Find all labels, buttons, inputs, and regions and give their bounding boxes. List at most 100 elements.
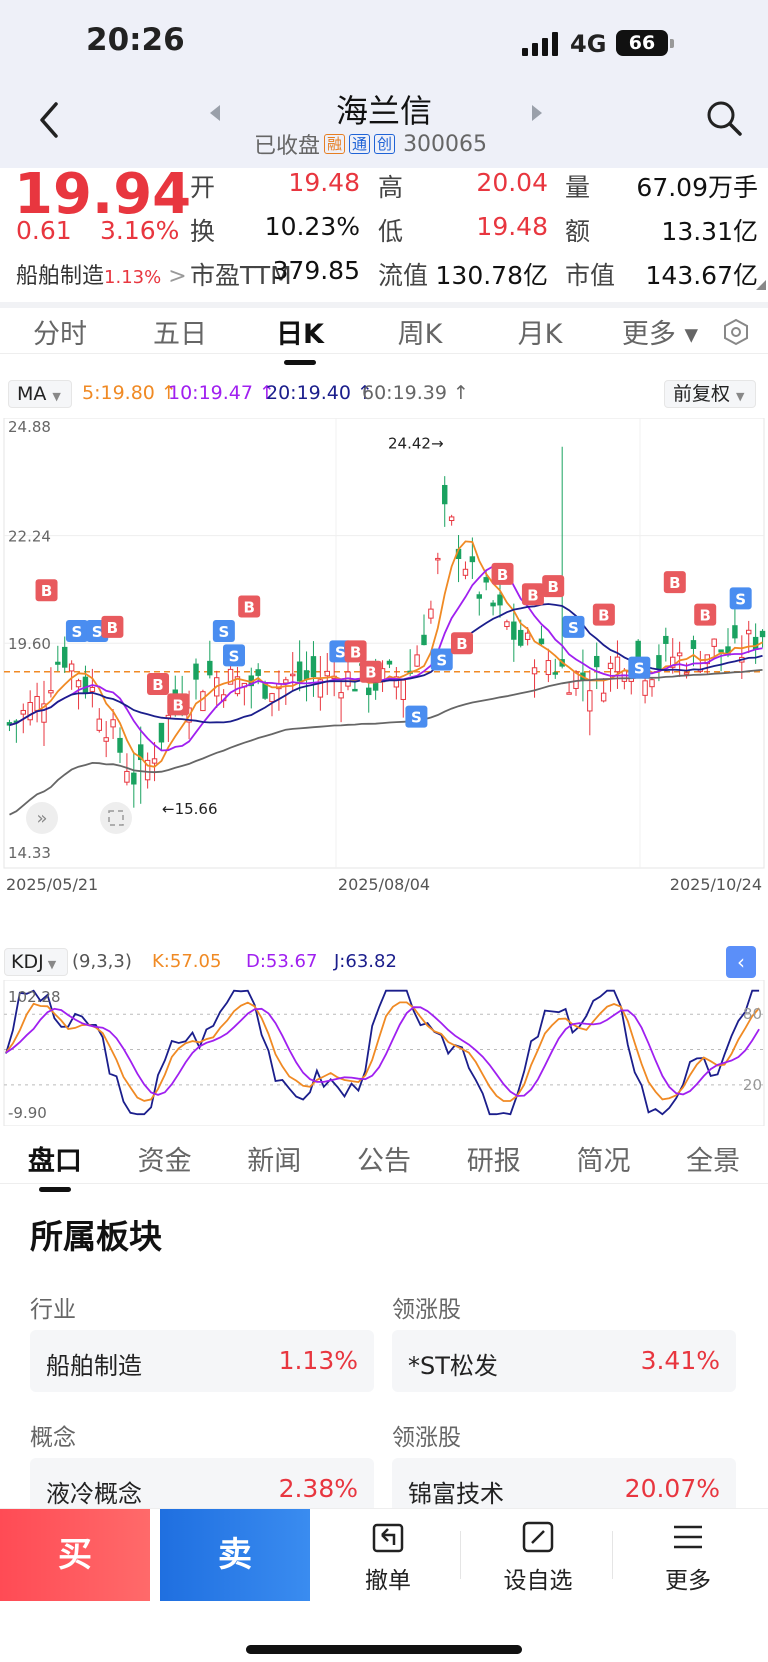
block-label: 领涨股 [392,1297,461,1323]
tag-gem: 创 [374,134,396,154]
quote-field-value: 19.48 [476,212,548,241]
quote-field-value: 10.23% [264,212,360,241]
candle-body [96,718,102,731]
candle-body [421,634,427,646]
cancel-order-icon [372,1523,404,1553]
expand-corner-icon[interactable] [756,280,766,290]
more-button[interactable]: 更多 [628,1519,748,1595]
sector-card[interactable]: 船舶制造 1.13% [30,1330,374,1392]
chart-settings-icon[interactable] [722,318,750,350]
battery-level: 66 [628,32,656,54]
adjust-select[interactable]: 前复权 ▼ [664,380,756,408]
marker-label: S [735,590,746,608]
candle-body [635,640,641,660]
sector-pct: 1.13% [104,267,162,288]
candle-body [497,594,503,606]
ma20-value: 20:19.40 ↑ [266,382,373,404]
battery-icon: 66 [616,30,668,56]
bottom-toolbar: 买 卖 撤单 设自选 更多 [0,1508,768,1662]
info-tab[interactable]: 资金 [137,1146,192,1177]
chart-tab[interactable]: 周K [397,319,443,350]
candle-body [310,656,317,678]
candle-body [566,692,572,695]
status-bar: 20:26 4G 66 [0,0,768,90]
quote-field-value: 20.04 [476,168,548,197]
next-stock-icon[interactable] [530,104,544,126]
info-tab[interactable]: 盘口 [0,1139,110,1192]
candle-body [649,679,655,688]
indicator-select[interactable]: MA ▼ [8,380,72,408]
low-annotation: ←15.66 [162,800,218,818]
buy-marker [663,571,686,594]
sell-marker [430,648,453,671]
chart-tab[interactable]: 五日 [153,319,207,350]
candle-body [227,668,234,685]
candle-body [759,630,766,638]
candle-body [476,594,482,599]
more-label: 更多 [665,1568,711,1594]
sector-card-pct: 3.41% [640,1346,720,1375]
y-tick-label: 24.88 [8,418,51,436]
quote-field-label: 高 [378,173,404,202]
candle-body [68,663,75,672]
candle-body [110,719,116,728]
buy-marker [542,575,565,598]
candle-body [414,654,420,667]
marker-label: S [634,660,645,678]
market-status: 已收盘 [254,134,321,159]
info-tab[interactable]: 研报 [466,1146,521,1177]
quote-field-label: 量 [565,173,591,202]
network-label: 4G [570,30,607,58]
buy-marker [592,603,615,626]
kdj-right-tick: 20 [743,1076,762,1094]
sector-card-name: 液冷概念 [46,1480,142,1508]
tag-connect: 通 [349,134,371,154]
buy-button[interactable]: 买 [0,1509,150,1601]
info-tab[interactable]: 新闻 [247,1146,302,1177]
home-indicator [246,1645,522,1654]
marker-label: S [92,623,103,641]
sector-link[interactable]: 船舶制造1.13% > [16,264,187,289]
chart-tabs: 分时 五日 日K 周K 月K 更多 ▾ [0,310,768,365]
sector-card-name: *ST松发 [408,1352,498,1380]
buy-marker [35,579,58,602]
last-price: 19.94 [14,162,192,227]
candle-body [48,690,54,694]
adjust-select-label: 前复权 [673,383,731,405]
cancel-order-label: 撤单 [365,1568,411,1594]
chart-tab[interactable]: 日K [240,312,360,365]
marker-label: S [436,652,447,670]
candle-body [290,673,296,677]
info-tab[interactable]: 公告 [357,1146,412,1177]
candle-body [511,621,517,640]
prev-stock-icon[interactable] [208,104,222,126]
fullscreen-icon [100,802,132,834]
price-change-pct: 3.16% [100,216,180,245]
back-icon[interactable] [34,100,64,140]
info-tab[interactable]: 全景 [686,1146,741,1177]
sell-button[interactable]: 卖 [160,1509,310,1601]
kdj-select[interactable]: KDJ ▼ [4,948,68,976]
search-icon[interactable] [704,98,744,142]
candle-body [283,679,289,684]
collapse-panel-icon[interactable]: ‹ [726,946,756,978]
ma-bar: MA ▼ 5:19.80 ↑ 10:19.47 ↑ 20:19.40 ↑ 60:1… [0,380,768,412]
sector-card-name: 船舶制造 [46,1352,142,1380]
add-watch-button[interactable]: 设自选 [478,1519,598,1595]
candle-body [746,629,752,635]
buy-marker [451,632,473,655]
chart-tab[interactable]: 月K [517,319,563,350]
info-tab[interactable]: 简况 [576,1146,631,1177]
kdj-k-line [5,1001,760,1102]
marker-label: S [335,643,346,661]
chart-tab[interactable]: 更多 ▾ [621,319,699,350]
marker-label: B [699,607,710,625]
chart-tab[interactable]: 分时 [33,319,87,350]
y-tick-label: 19.60 [8,635,51,653]
info-tabs: 盘口 资金 新闻 公告 研报 简况 全景 [0,1134,768,1192]
sector-card[interactable]: *ST松发 3.41% [392,1330,736,1392]
marker-label: B [173,696,184,714]
kdj-chart[interactable]: 102.28 -9.90 80 20 [0,980,768,1126]
cancel-order-button[interactable]: 撤单 [328,1519,448,1595]
